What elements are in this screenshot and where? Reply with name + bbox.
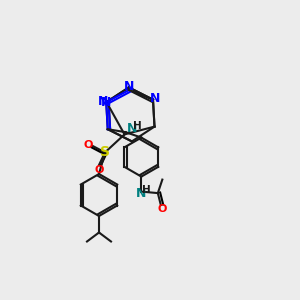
Text: N: N <box>150 92 161 105</box>
Text: H: H <box>133 121 142 130</box>
Text: N: N <box>127 122 137 135</box>
Text: O: O <box>83 140 93 150</box>
Text: N: N <box>136 187 146 200</box>
Text: O: O <box>158 204 167 214</box>
Text: N: N <box>124 80 134 94</box>
Text: N: N <box>101 96 111 109</box>
Text: O: O <box>95 165 104 176</box>
Text: H: H <box>142 185 151 195</box>
Text: S: S <box>100 146 110 159</box>
Text: N: N <box>98 95 109 108</box>
